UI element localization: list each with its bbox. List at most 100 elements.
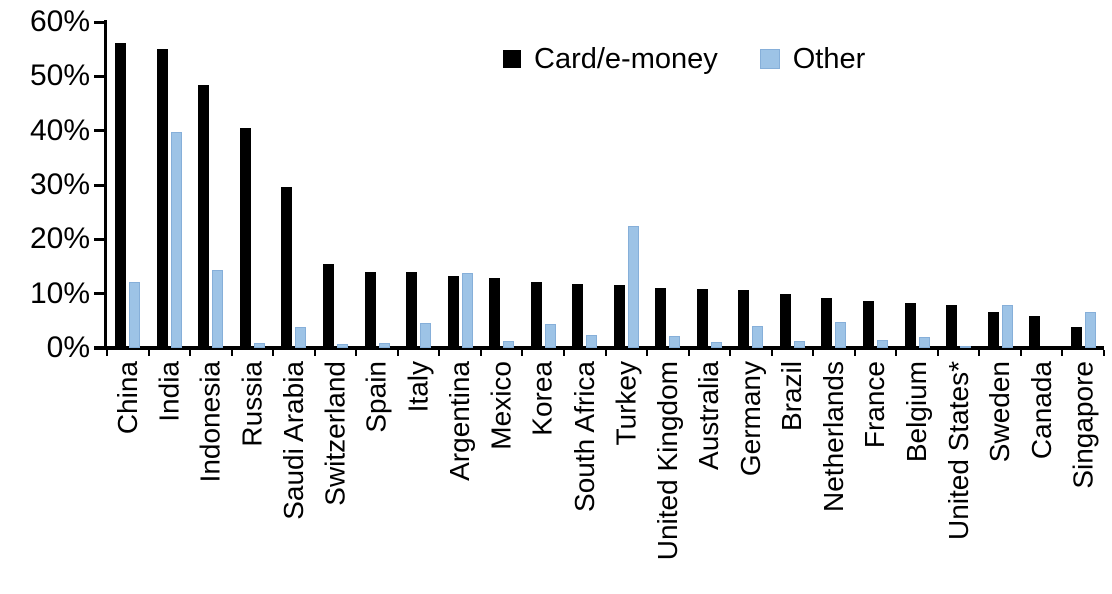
x-axis-label-italy: Italy: [402, 361, 434, 413]
legend: Card/e-money Other: [503, 42, 865, 76]
y-axis-tick-label: 30%: [29, 168, 90, 201]
bar-other-switzerland: [336, 344, 348, 348]
x-axis-tick-mark: [604, 350, 607, 356]
y-axis-tick-label: 0%: [46, 331, 90, 364]
bar-card-france: [863, 300, 875, 348]
x-axis-tick-mark: [230, 350, 233, 356]
x-axis-label-russia: Russia: [236, 361, 268, 447]
bar-other-argentina: [461, 273, 473, 348]
x-axis-tick-mark: [189, 350, 192, 356]
bar-card-united-kingdom: [655, 288, 667, 348]
x-axis-label-sweden: Sweden: [984, 361, 1016, 463]
x-axis-tick-mark: [895, 350, 898, 356]
y-axis-tick-label: 40%: [29, 113, 90, 147]
bar-other-belgium: [918, 337, 930, 348]
x-axis-tick-mark: [646, 350, 649, 356]
x-axis-tick-mark: [521, 350, 524, 356]
bar-card-saudi-arabia: [281, 186, 293, 348]
bar-card-spain: [364, 271, 376, 348]
bar-other-south-africa: [586, 334, 598, 348]
x-axis-tick-mark: [396, 350, 399, 356]
bar-card-russia: [239, 127, 251, 348]
legend-label-other: Other: [792, 43, 866, 75]
x-axis-tick-mark: [106, 350, 108, 356]
x-axis-label-saudi-arabia: Saudi Arabia: [277, 361, 309, 520]
x-axis-tick-mark: [770, 350, 773, 356]
y-axis-tick-mark: [94, 237, 107, 241]
legend-item-other: Other: [759, 42, 866, 76]
bar-card-italy: [406, 271, 418, 348]
x-axis-label-france: France: [859, 361, 891, 449]
x-axis-label-brazil: Brazil: [776, 361, 808, 432]
x-axis-line: [94, 346, 1104, 350]
x-axis-label-belgium: Belgium: [901, 361, 933, 463]
x-axis-label-argentina: Argentina: [444, 361, 476, 481]
bar-card-switzerland: [322, 263, 334, 348]
x-axis-label-india: India: [153, 361, 185, 422]
bar-other-india: [170, 132, 182, 348]
bar-card-australia: [696, 289, 708, 348]
bar-card-turkey: [613, 284, 625, 348]
bar-card-mexico: [489, 277, 501, 348]
y-axis-tick-mark: [94, 183, 107, 187]
bar-other-singapore: [1084, 312, 1096, 348]
x-axis-label-turkey: Turkey: [610, 361, 642, 446]
x-axis-label-germany: Germany: [734, 361, 766, 477]
bar-other-russia: [253, 342, 265, 348]
x-axis-tick-mark: [1103, 350, 1105, 356]
bar-card-singapore: [1070, 326, 1082, 348]
y-axis-tick-label: 10%: [29, 276, 90, 310]
bar-card-indonesia: [198, 85, 210, 348]
bar-card-argentina: [447, 275, 459, 348]
bar-card-sweden: [987, 312, 999, 348]
x-axis-tick-mark: [1019, 350, 1022, 356]
bar-other-sweden: [1001, 304, 1013, 348]
bar-other-indonesia: [212, 270, 224, 348]
bar-card-netherlands: [821, 298, 833, 348]
bar-card-canada: [1029, 315, 1041, 348]
x-axis-label-mexico: Mexico: [485, 361, 517, 450]
x-axis-label-canada: Canada: [1025, 361, 1057, 460]
bar-other-china: [129, 282, 141, 348]
bar-other-france: [877, 339, 889, 348]
x-axis-tick-mark: [978, 350, 981, 356]
bar-card-belgium: [904, 303, 916, 348]
bar-card-brazil: [779, 293, 791, 348]
black-square-icon: [503, 50, 521, 68]
y-axis-tick-mark: [94, 20, 107, 24]
x-axis-tick-mark: [687, 350, 690, 356]
x-axis-label-united-kingdom: United Kingdom: [651, 361, 683, 561]
y-axis-tick-mark: [94, 129, 107, 133]
bar-other-korea: [544, 323, 556, 348]
bar-other-mexico: [503, 340, 515, 348]
x-axis-tick-mark: [272, 350, 275, 356]
x-axis-tick-mark: [1061, 350, 1064, 356]
bar-other-saudi-arabia: [295, 327, 307, 348]
bar-card-korea: [530, 282, 542, 348]
bar-card-germany: [738, 290, 750, 348]
bar-other-netherlands: [835, 321, 847, 348]
x-axis-tick-mark: [438, 350, 441, 356]
x-axis-tick-mark: [479, 350, 482, 356]
x-axis-label-singapore: Singapore: [1067, 361, 1099, 489]
y-axis-line: [104, 20, 107, 348]
bar-other-united-kingdom: [669, 336, 681, 348]
y-axis-tick-label: 60%: [29, 5, 90, 38]
bar-other-italy: [420, 323, 432, 348]
x-axis-label-china: China: [111, 361, 143, 435]
x-axis-tick-mark: [562, 350, 565, 356]
bar-other-spain: [378, 342, 390, 348]
x-axis-label-south-africa: South Africa: [568, 361, 600, 512]
bar-other-united-states: [960, 346, 972, 349]
x-axis-label-netherlands: Netherlands: [817, 361, 849, 512]
x-axis-label-korea: Korea: [527, 361, 559, 436]
legend-item-card-e-money: Card/e-money: [503, 42, 718, 76]
x-axis-tick-mark: [355, 350, 358, 356]
x-axis-tick-mark: [853, 350, 856, 356]
x-axis-tick-mark: [729, 350, 732, 356]
bar-card-china: [115, 42, 127, 348]
bar-other-brazil: [793, 341, 805, 348]
y-axis-tick-mark: [94, 292, 107, 296]
bar-card-india: [156, 49, 168, 348]
